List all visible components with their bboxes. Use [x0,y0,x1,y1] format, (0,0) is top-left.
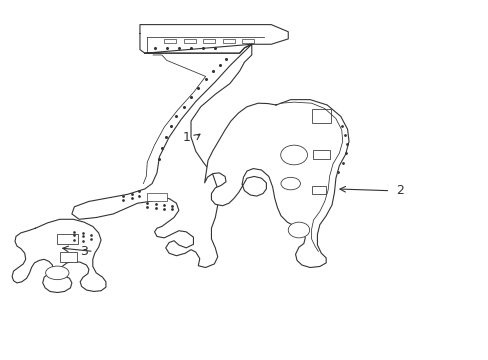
Text: 3: 3 [80,245,88,258]
Bar [147,193,166,202]
Ellipse shape [280,145,307,165]
Polygon shape [12,219,106,293]
Polygon shape [204,100,348,267]
Text: 2: 2 [395,184,403,197]
Polygon shape [72,44,251,267]
Ellipse shape [281,177,300,190]
Polygon shape [140,24,287,53]
Bar [183,39,196,43]
Circle shape [287,222,309,238]
Bar [57,234,78,244]
Bar [203,39,215,43]
Bar [242,39,254,43]
Bar [222,39,234,43]
Bar [311,109,330,123]
Bar [164,39,176,43]
Bar [311,186,325,194]
Bar [60,252,77,262]
Ellipse shape [45,266,69,280]
Text: 1: 1 [182,131,190,144]
Bar [312,150,329,159]
